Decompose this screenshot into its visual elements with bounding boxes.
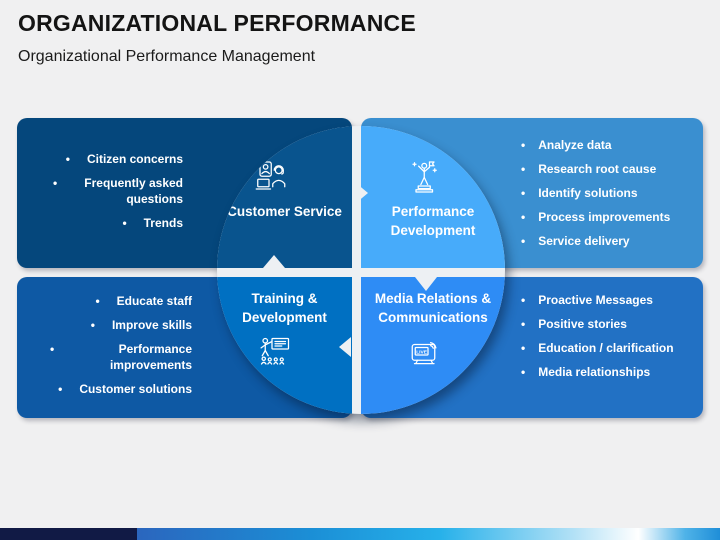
bullet-text: Frequently asked questions: [84, 175, 183, 206]
bullet-dot: •: [521, 161, 526, 176]
customer-service-bullet-list: • Citizen concerns • Frequently asked ques…: [53, 152, 183, 240]
celebrating-person-icon: [407, 159, 443, 195]
bullet-text: Improve skills: [111, 317, 192, 332]
list-item: • Performance improvements: [50, 342, 192, 374]
list-item: • Customer solutions: [50, 382, 192, 398]
list-item: • Improve skills: [50, 318, 192, 334]
list-item: • Education / clarification: [521, 341, 691, 357]
bullet-dot: •: [521, 316, 526, 331]
live-broadcast-icon: LIVE: [407, 334, 443, 370]
training-development-wedge: [217, 277, 352, 414]
performance-development-bullet-list: • Analyze data • Research root cause • Iden…: [521, 138, 693, 258]
customer-service-wedge: [217, 126, 352, 268]
bullet-dot: •: [90, 317, 95, 332]
media-relations-bullet-list: • Proactive Messages • Positive stories • E…: [521, 293, 691, 389]
arrow-up-icon: [263, 255, 285, 268]
bullet-text: Trends: [143, 215, 183, 230]
arrow-left-icon: [339, 337, 351, 357]
bullet-text: Citizen concerns: [86, 152, 183, 166]
list-item: • Citizen concerns: [53, 152, 183, 168]
footer-bar-gradient-segment: [137, 528, 720, 540]
training-presentation-icon: [257, 334, 293, 370]
performance-development-wedge: [361, 126, 505, 268]
bullet-dot: •: [50, 341, 55, 356]
bullet-dot: •: [521, 293, 526, 307]
training-development-label: Training & Development: [242, 291, 327, 326]
bullet-text: Proactive Messages: [538, 293, 653, 307]
customer-service-agent-icon: [254, 159, 290, 195]
arrow-right-icon: [356, 183, 368, 203]
list-item: • Media relationships: [521, 365, 691, 381]
bullet-text: Customer solutions: [79, 381, 192, 396]
bullet-text: Education / clarification: [538, 340, 674, 355]
bullet-dot: •: [521, 364, 526, 379]
bullet-dot: •: [95, 294, 100, 308]
bullet-text: Educate staff: [116, 294, 192, 308]
performance-development-label: Performance Development: [390, 204, 476, 239]
bullet-dot: •: [65, 152, 70, 166]
list-item: • Proactive Messages: [521, 293, 691, 309]
arrow-down-icon: [415, 277, 437, 291]
bullet-dot: •: [53, 175, 58, 190]
list-item: • Positive stories: [521, 317, 691, 333]
list-item: • Service delivery: [521, 234, 693, 250]
bullet-dot: •: [58, 381, 63, 396]
list-item: • Process improvements: [521, 210, 693, 226]
bullet-text: Service delivery: [538, 233, 630, 248]
bullet-text: Media relationships: [538, 364, 651, 379]
bullet-dot: •: [521, 185, 526, 200]
list-item: • Trends: [53, 216, 183, 232]
media-relations-wedge: [361, 277, 505, 414]
page-title: ORGANIZATIONAL PERFORMANCE: [18, 10, 416, 36]
cycle-circle: LIVE Customer Service Performance Develo…: [217, 126, 505, 414]
bullet-dot: •: [521, 233, 526, 248]
customer-service-label: Customer Service: [227, 204, 342, 219]
list-item: • Research root cause: [521, 162, 693, 178]
bullet-text: Analyze data: [538, 138, 612, 152]
footer-bar-dark-segment: [0, 528, 137, 540]
list-item: • Identify solutions: [521, 186, 693, 202]
page-subtitle: Organizational Performance Management: [18, 48, 316, 65]
bullet-dot: •: [521, 340, 526, 355]
bullet-text: Research root cause: [538, 161, 657, 176]
bullet-text: Performance improvements: [109, 341, 192, 372]
media-relations-label: Media Relations & Communications: [374, 291, 492, 326]
bullet-text: Positive stories: [538, 316, 627, 331]
list-item: • Educate staff: [50, 294, 192, 310]
live-label: LIVE: [416, 349, 428, 355]
bullet-dot: •: [122, 215, 127, 230]
training-development-bullet-list: • Educate staff • Improve skills • Performa…: [50, 294, 192, 406]
list-item: • Frequently asked questions: [53, 176, 183, 208]
bullet-text: Identify solutions: [538, 185, 638, 200]
bullet-text: Process improvements: [538, 209, 671, 224]
bullet-dot: •: [521, 138, 526, 152]
bullet-dot: •: [521, 209, 526, 224]
list-item: • Analyze data: [521, 138, 693, 154]
